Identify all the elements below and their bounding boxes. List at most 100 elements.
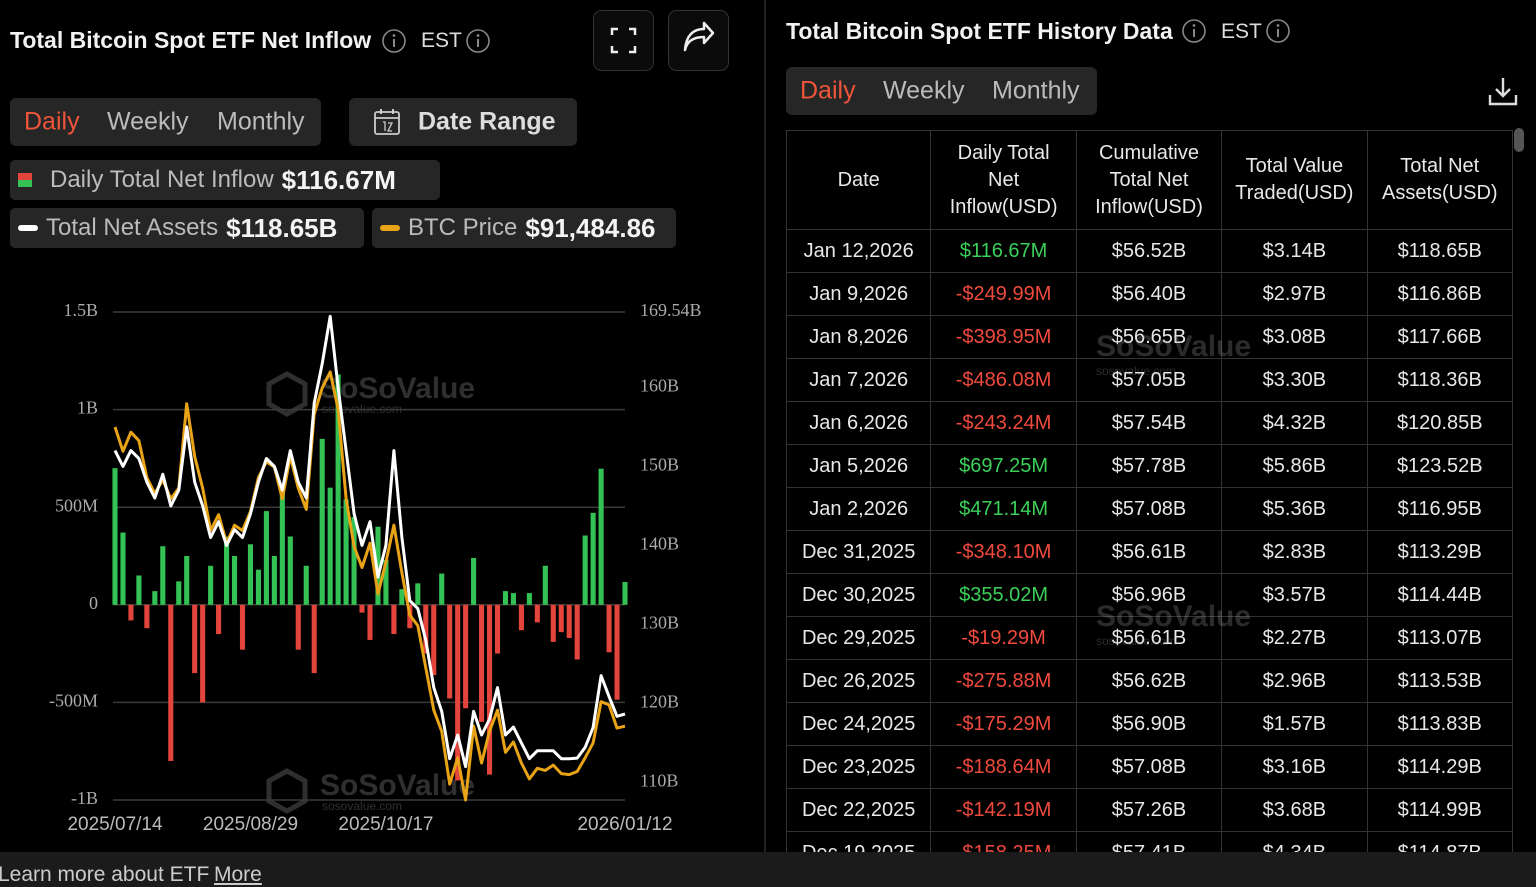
bar <box>160 546 166 605</box>
legend-swatch <box>18 173 32 187</box>
bar <box>343 499 349 605</box>
y2-tick-label: 120B <box>640 692 679 712</box>
table-cell: -$486.08M <box>931 359 1077 401</box>
table-row: Dec 26,2025 -$275.88M $56.62B $2.96B $113.53… <box>786 660 1513 703</box>
table-cell: $56.96B <box>1077 574 1223 616</box>
timezone: EST <box>421 29 462 52</box>
bar <box>287 536 293 605</box>
table-cell: $116.67M <box>931 230 1077 272</box>
bar <box>558 604 564 633</box>
legend-value: $116.67M <box>281 164 396 195</box>
bar <box>510 593 516 605</box>
info-icon[interactable] <box>1181 18 1207 44</box>
share-button[interactable] <box>668 10 729 71</box>
bar <box>120 532 126 605</box>
bar <box>303 565 309 605</box>
table-cell: Dec 24,2025 <box>786 703 932 745</box>
x-tick-label: 2026/01/12 <box>577 814 672 835</box>
legend-label: Daily Total Net Inflow <box>50 166 274 193</box>
table-row: Dec 29,2025 -$19.29M $56.61B $2.27B $113.07B <box>786 617 1513 660</box>
bar <box>526 593 532 605</box>
footer-text: Learn more about ETF <box>0 863 210 886</box>
bar <box>319 438 325 605</box>
table-title: Total Bitcoin Spot ETF History Data <box>786 18 1173 44</box>
table-cell: $116.95B <box>1368 488 1513 530</box>
info-icon[interactable] <box>381 28 407 54</box>
table-cell: $56.61B <box>1077 531 1223 573</box>
table-cell: $120.85B <box>1368 402 1513 444</box>
line <box>113 314 626 769</box>
table-cell: $57.78B <box>1077 445 1223 487</box>
table-cell: $57.08B <box>1077 746 1223 788</box>
tab[interactable]: Weekly <box>883 76 965 105</box>
table-cell: Dec 30,2025 <box>786 574 932 616</box>
table-cell: $4.34B <box>1222 832 1368 852</box>
legend-item[interactable]: Daily Total Net Inflow $116.67M <box>10 160 440 200</box>
table-row: Dec 23,2025 -$188.64M $57.08B $3.16B $114.29… <box>786 746 1513 789</box>
bar <box>534 604 540 623</box>
fullscreen-button[interactable] <box>593 10 654 71</box>
table-cell: -$19.29M <box>931 617 1077 659</box>
table-cell: $57.54B <box>1077 402 1223 444</box>
tab[interactable]: Weekly <box>107 107 189 136</box>
table-cell: $117.66B <box>1368 316 1513 358</box>
y2-tick-label: 169.54B <box>640 300 702 320</box>
table-cell: $5.36B <box>1222 488 1368 530</box>
table-cell: $118.65B <box>1368 230 1513 272</box>
table-row: Jan 7,2026 -$486.08M $57.05B $3.30B $118.36B <box>786 359 1513 402</box>
table-cell: $2.96B <box>1222 660 1368 702</box>
legend-item[interactable]: BTC Price $91,484.86 <box>372 208 676 248</box>
table-cell: $114.44B <box>1368 574 1513 616</box>
bar <box>447 604 453 699</box>
info-icon[interactable] <box>465 28 491 54</box>
date-range-button[interactable]: Date Range <box>349 98 577 146</box>
table-cell: Jan 5,2026 <box>786 445 932 487</box>
bar <box>112 468 118 605</box>
tab[interactable]: Daily <box>24 107 80 136</box>
table-row: Jan 6,2026 -$243.24M $57.54B $4.32B $120.85B <box>786 402 1513 445</box>
table-cell: -$249.99M <box>931 273 1077 315</box>
table-cell: $2.97B <box>1222 273 1368 315</box>
bar <box>590 512 596 605</box>
bar <box>542 565 548 605</box>
bar <box>431 604 437 676</box>
table-cell: -$188.64M <box>931 746 1077 788</box>
table-cell: -$175.29M <box>931 703 1077 745</box>
y-tick-label: 1.5B <box>63 300 98 320</box>
tab[interactable]: Daily <box>800 76 856 105</box>
table-row: Jan 8,2026 -$398.95M $56.65B $3.08B $117.66B <box>786 316 1513 359</box>
table-cell: $2.27B <box>1222 617 1368 659</box>
table-cell: $57.41B <box>1077 832 1223 852</box>
bar <box>471 557 477 605</box>
bar <box>463 604 469 709</box>
bar <box>192 604 198 674</box>
tab[interactable]: Monthly <box>992 76 1080 105</box>
column-header: Total Net Assets(USD) <box>1368 131 1513 229</box>
column-header: Daily Total Net Inflow(USD) <box>931 131 1077 229</box>
table-cell: -$348.10M <box>931 531 1077 573</box>
bar <box>144 604 150 629</box>
download-button[interactable] <box>1487 75 1519 107</box>
bar <box>622 582 628 605</box>
tab[interactable]: Monthly <box>217 107 305 136</box>
bar <box>383 559 389 605</box>
footer-link[interactable]: More <box>214 863 262 886</box>
table-row: Jan 9,2026 -$249.99M $56.40B $2.97B $116.86B <box>786 273 1513 316</box>
table-cell: $3.57B <box>1222 574 1368 616</box>
table-body: Jan 12,2026 $116.67M $56.52B $3.14B $118.65B… <box>786 230 1513 852</box>
column-header: Date <box>786 131 932 229</box>
bar <box>176 581 182 605</box>
info-icon[interactable] <box>1265 18 1291 44</box>
table-cell: $56.40B <box>1077 273 1223 315</box>
y2-tick-label: 140B <box>640 533 679 553</box>
bar <box>295 604 301 650</box>
scrollbar[interactable] <box>1514 128 1524 152</box>
bar <box>216 604 222 635</box>
table-row: Dec 24,2025 -$175.29M $56.90B $1.57B $113.83… <box>786 703 1513 746</box>
legend-item[interactable]: Total Net Assets $118.65B <box>10 208 364 248</box>
bar <box>479 604 485 722</box>
timezone: EST <box>1221 20 1262 43</box>
